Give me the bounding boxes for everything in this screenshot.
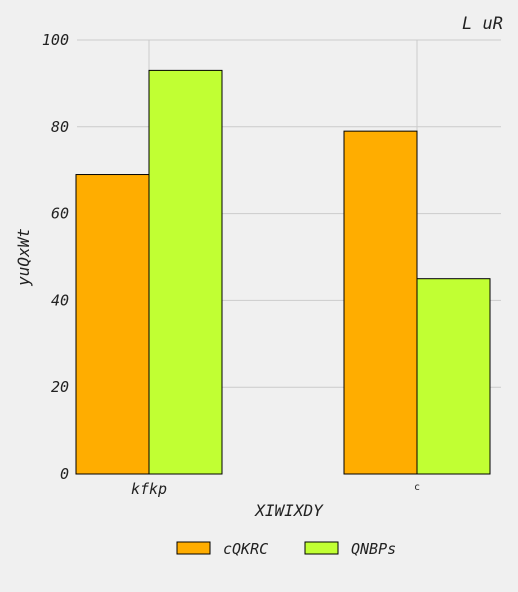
bar [343, 130, 418, 475]
x-tick-label: kfkp [131, 480, 167, 498]
legend-label: cQKRC [223, 540, 268, 558]
y-axis-title: yuQxWt [14, 228, 33, 287]
y-tick-label: 0 [60, 465, 69, 483]
legend-swatch [176, 541, 211, 555]
y-tick-label: 100 [42, 31, 69, 49]
legend: cQKRC QNBPs [176, 540, 396, 558]
y-tick-label: 20 [51, 378, 69, 396]
bar [148, 69, 223, 475]
chart-title: L uR [462, 14, 503, 34]
y-axis: 0 20 40 60 80 100 [42, 31, 69, 483]
bars [75, 69, 491, 475]
x-tick-label: c [414, 482, 420, 493]
y-tick-label: 80 [51, 118, 69, 136]
y-tick-label: 40 [51, 291, 69, 309]
legend-label: QNBPs [351, 540, 396, 558]
x-axis: kfkp c [131, 480, 420, 498]
bar [416, 278, 491, 475]
y-tick-label: 60 [51, 205, 69, 223]
legend-swatch [304, 541, 339, 555]
x-axis-title: XIWIXDY [254, 501, 324, 520]
bar [75, 174, 150, 475]
